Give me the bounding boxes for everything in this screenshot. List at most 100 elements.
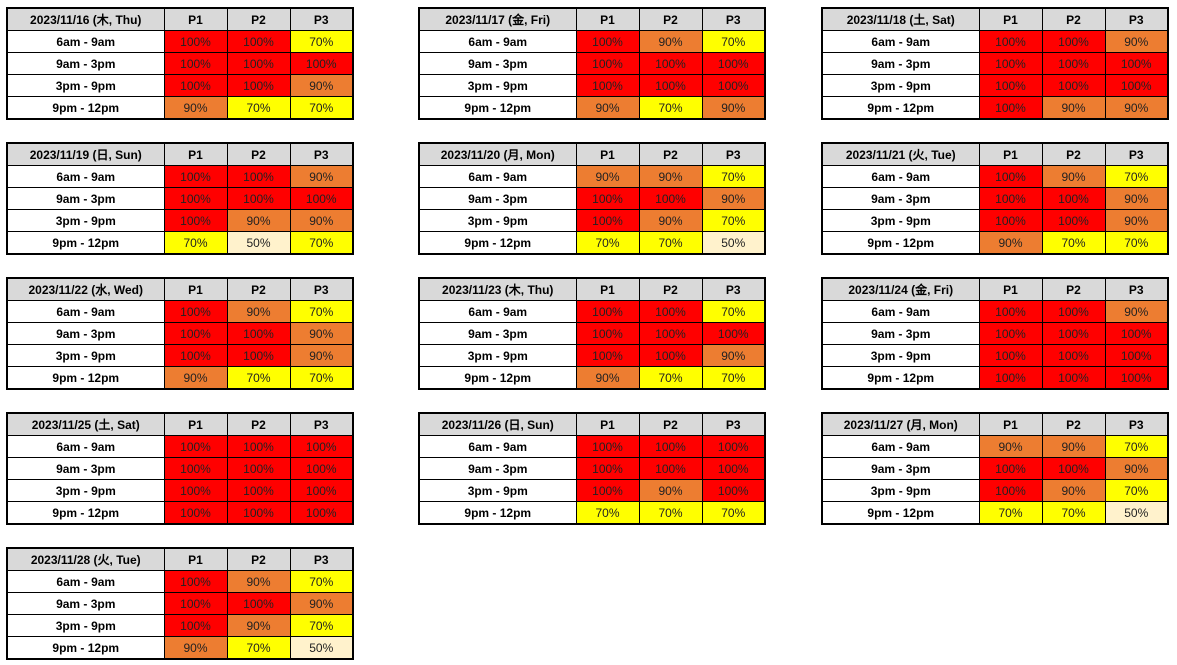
occupancy-cell[interactable]: 90% (978, 435, 1043, 458)
time-slot-label[interactable]: 9pm - 12pm (6, 231, 165, 255)
occupancy-cell[interactable]: 70% (701, 501, 766, 525)
occupancy-cell[interactable]: 90% (1041, 96, 1106, 120)
occupancy-cell[interactable]: 100% (575, 479, 640, 502)
occupancy-cell[interactable]: 90% (1104, 457, 1169, 480)
occupancy-cell[interactable]: 70% (701, 30, 766, 53)
time-slot-label[interactable]: 9pm - 12pm (6, 96, 165, 120)
occupancy-cell[interactable]: 100% (163, 614, 228, 637)
column-header-p2[interactable]: P2 (226, 277, 291, 301)
occupancy-cell[interactable]: 100% (1041, 74, 1106, 97)
occupancy-cell[interactable]: 100% (638, 187, 703, 210)
occupancy-cell[interactable]: 90% (575, 96, 640, 120)
occupancy-cell[interactable]: 100% (163, 570, 228, 593)
time-slot-label[interactable]: 9pm - 12pm (418, 231, 577, 255)
column-header-p3[interactable]: P3 (701, 277, 766, 301)
occupancy-cell[interactable]: 70% (289, 30, 354, 53)
occupancy-cell[interactable]: 100% (1104, 52, 1169, 75)
occupancy-cell[interactable]: 100% (575, 30, 640, 53)
time-slot-label[interactable]: 6am - 9am (821, 165, 980, 188)
occupancy-cell[interactable]: 100% (978, 344, 1043, 367)
occupancy-cell[interactable]: 50% (1104, 501, 1169, 525)
time-slot-label[interactable]: 3pm - 9pm (821, 74, 980, 97)
occupancy-cell[interactable]: 100% (226, 165, 291, 188)
occupancy-cell[interactable]: 100% (638, 300, 703, 323)
column-header-p2[interactable]: P2 (638, 277, 703, 301)
time-slot-label[interactable]: 9pm - 12pm (821, 231, 980, 255)
occupancy-cell[interactable]: 70% (1041, 231, 1106, 255)
time-slot-label[interactable]: 3pm - 9pm (821, 209, 980, 232)
occupancy-cell[interactable]: 100% (163, 74, 228, 97)
time-slot-label[interactable]: 9pm - 12pm (418, 96, 577, 120)
time-slot-label[interactable]: 9am - 3pm (418, 322, 577, 345)
column-header-p2[interactable]: P2 (1041, 7, 1106, 31)
occupancy-cell[interactable]: 100% (638, 457, 703, 480)
occupancy-cell[interactable]: 90% (289, 592, 354, 615)
occupancy-cell[interactable]: 100% (575, 209, 640, 232)
occupancy-cell[interactable]: 100% (289, 479, 354, 502)
column-header-p3[interactable]: P3 (701, 7, 766, 31)
occupancy-cell[interactable]: 100% (701, 74, 766, 97)
time-slot-label[interactable]: 6am - 9am (418, 165, 577, 188)
column-header-p1[interactable]: P1 (978, 7, 1043, 31)
occupancy-cell[interactable]: 90% (1104, 96, 1169, 120)
column-header-p3[interactable]: P3 (289, 7, 354, 31)
occupancy-cell[interactable]: 90% (1041, 479, 1106, 502)
occupancy-cell[interactable]: 70% (289, 614, 354, 637)
time-slot-label[interactable]: 9am - 3pm (821, 187, 980, 210)
column-header-p1[interactable]: P1 (575, 7, 640, 31)
time-slot-label[interactable]: 9am - 3pm (418, 457, 577, 480)
time-slot-label[interactable]: 9pm - 12pm (821, 96, 980, 120)
occupancy-cell[interactable]: 90% (1104, 300, 1169, 323)
column-header-p2[interactable]: P2 (226, 412, 291, 436)
occupancy-cell[interactable]: 90% (701, 187, 766, 210)
occupancy-cell[interactable]: 90% (226, 570, 291, 593)
time-slot-label[interactable]: 9pm - 12pm (6, 501, 165, 525)
occupancy-cell[interactable]: 100% (638, 322, 703, 345)
date-header[interactable]: 2023/11/19 (日, Sun) (6, 142, 165, 166)
occupancy-cell[interactable]: 90% (575, 366, 640, 390)
time-slot-label[interactable]: 9am - 3pm (418, 187, 577, 210)
time-slot-label[interactable]: 6am - 9am (821, 435, 980, 458)
column-header-p1[interactable]: P1 (575, 277, 640, 301)
time-slot-label[interactable]: 6am - 9am (6, 300, 165, 323)
occupancy-cell[interactable]: 100% (978, 209, 1043, 232)
occupancy-cell[interactable]: 90% (701, 96, 766, 120)
occupancy-cell[interactable]: 100% (226, 187, 291, 210)
occupancy-cell[interactable]: 100% (289, 435, 354, 458)
date-header[interactable]: 2023/11/20 (月, Mon) (418, 142, 577, 166)
occupancy-cell[interactable]: 100% (978, 30, 1043, 53)
time-slot-label[interactable]: 6am - 9am (821, 300, 980, 323)
occupancy-cell[interactable]: 70% (638, 501, 703, 525)
occupancy-cell[interactable]: 100% (978, 300, 1043, 323)
occupancy-cell[interactable]: 90% (163, 366, 228, 390)
date-header[interactable]: 2023/11/24 (金, Fri) (821, 277, 980, 301)
occupancy-cell[interactable]: 70% (1104, 231, 1169, 255)
column-header-p3[interactable]: P3 (1104, 7, 1169, 31)
occupancy-cell[interactable]: 70% (1104, 165, 1169, 188)
time-slot-label[interactable]: 9am - 3pm (821, 322, 980, 345)
occupancy-cell[interactable]: 100% (978, 96, 1043, 120)
occupancy-cell[interactable]: 90% (226, 209, 291, 232)
time-slot-label[interactable]: 6am - 9am (418, 300, 577, 323)
column-header-p3[interactable]: P3 (701, 142, 766, 166)
time-slot-label[interactable]: 9pm - 12pm (6, 366, 165, 390)
time-slot-label[interactable]: 6am - 9am (418, 435, 577, 458)
time-slot-label[interactable]: 6am - 9am (418, 30, 577, 53)
time-slot-label[interactable]: 9pm - 12pm (821, 501, 980, 525)
column-header-p2[interactable]: P2 (226, 142, 291, 166)
occupancy-cell[interactable]: 100% (226, 479, 291, 502)
occupancy-cell[interactable]: 100% (1104, 344, 1169, 367)
occupancy-cell[interactable]: 90% (289, 74, 354, 97)
occupancy-cell[interactable]: 100% (638, 344, 703, 367)
occupancy-cell[interactable]: 100% (575, 300, 640, 323)
occupancy-cell[interactable]: 100% (978, 457, 1043, 480)
occupancy-cell[interactable]: 100% (163, 344, 228, 367)
time-slot-label[interactable]: 3pm - 9pm (6, 614, 165, 637)
time-slot-label[interactable]: 9am - 3pm (6, 187, 165, 210)
occupancy-cell[interactable]: 100% (1104, 322, 1169, 345)
occupancy-cell[interactable]: 100% (575, 187, 640, 210)
date-header[interactable]: 2023/11/22 (水, Wed) (6, 277, 165, 301)
date-header[interactable]: 2023/11/21 (火, Tue) (821, 142, 980, 166)
date-header[interactable]: 2023/11/16 (木, Thu) (6, 7, 165, 31)
occupancy-cell[interactable]: 100% (575, 435, 640, 458)
